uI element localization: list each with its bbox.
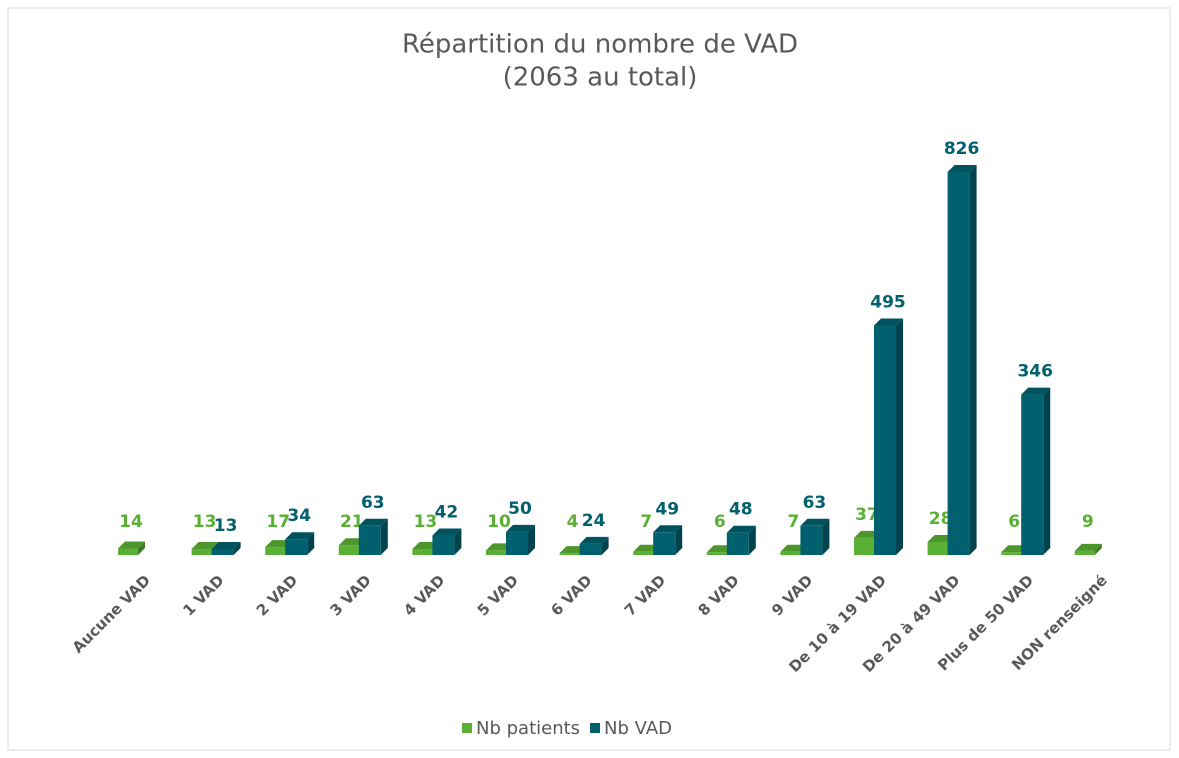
bar [118, 548, 138, 555]
bar-side [748, 525, 756, 555]
bar-top [800, 518, 830, 526]
legend-swatch [590, 723, 601, 733]
bar-top [191, 541, 219, 549]
bar [874, 325, 896, 555]
data-label: 21 [340, 512, 364, 532]
data-label: 63 [803, 493, 827, 513]
chart-subtitle: (2063 au total) [503, 63, 698, 93]
data-label: 10 [487, 512, 511, 532]
bar [780, 551, 801, 555]
data-label: 495 [870, 292, 906, 312]
bar-side [1043, 387, 1051, 555]
bar-top [118, 541, 145, 549]
bar [358, 525, 381, 555]
bar [412, 548, 433, 555]
bar-top [579, 536, 609, 544]
bar [211, 548, 234, 555]
bar-side [969, 165, 977, 555]
bar-side [138, 541, 145, 555]
bar [653, 532, 676, 555]
bar-top [285, 532, 315, 540]
bar [559, 553, 580, 555]
legend-swatch [462, 723, 472, 733]
bar-side [675, 525, 683, 555]
bar-top [1074, 543, 1102, 551]
bar-side [822, 518, 830, 555]
bar [579, 543, 602, 555]
data-label: 13 [193, 512, 217, 532]
data-label: 50 [508, 499, 532, 519]
legend-label: Nb patients [476, 718, 580, 739]
bar-top [506, 524, 535, 532]
bar [191, 548, 212, 555]
bar-side [601, 536, 609, 555]
bar-top [726, 525, 756, 533]
data-label: 6 [714, 512, 726, 532]
bar [1001, 552, 1022, 555]
data-label: 4 [567, 512, 579, 532]
bar-top [432, 528, 462, 536]
data-label: 48 [729, 500, 753, 520]
data-label: 37 [855, 505, 879, 525]
data-label: 34 [287, 506, 311, 526]
bar [927, 542, 948, 555]
data-label: 7 [640, 512, 652, 532]
data-label: 63 [361, 493, 385, 513]
data-label: 826 [944, 139, 980, 159]
bar [706, 552, 727, 555]
data-label: 7 [787, 512, 799, 532]
bar [1021, 394, 1044, 555]
bar [1074, 550, 1095, 555]
data-label: 14 [119, 512, 143, 532]
bar [947, 172, 970, 555]
data-label: 49 [655, 499, 679, 519]
bar-side [896, 318, 903, 555]
bar-side [233, 541, 241, 555]
legend-label: Nb VAD [604, 718, 672, 739]
bar-top [358, 518, 388, 526]
bar-side [454, 528, 462, 555]
data-label: 9 [1082, 512, 1094, 532]
data-label: 13 [214, 516, 238, 536]
chart-title: Répartition du nombre de VAD [402, 30, 798, 60]
bar-side [1094, 543, 1102, 555]
bar-top [211, 541, 241, 549]
data-label: 28 [929, 509, 953, 529]
bar [506, 531, 528, 555]
bar [486, 550, 506, 555]
data-label: 13 [414, 512, 438, 532]
bar-side [307, 532, 315, 555]
chart-frame [7, 7, 1171, 751]
data-label: 346 [1017, 362, 1053, 382]
bar-top [1021, 387, 1051, 395]
bar-top [653, 525, 683, 533]
data-label: 6 [1008, 512, 1020, 532]
data-label: 42 [435, 503, 459, 523]
bar [800, 525, 823, 555]
bar-side [380, 518, 388, 555]
data-label: 24 [582, 511, 606, 531]
bar [265, 547, 286, 555]
bar [338, 545, 359, 555]
bar-side [528, 524, 535, 555]
bar [854, 537, 874, 555]
bar-top [947, 165, 977, 172]
bar-top [874, 318, 903, 326]
bar [633, 551, 654, 555]
bar [726, 532, 749, 555]
bar [432, 535, 455, 555]
bar [285, 539, 308, 555]
data-label: 17 [266, 512, 290, 532]
